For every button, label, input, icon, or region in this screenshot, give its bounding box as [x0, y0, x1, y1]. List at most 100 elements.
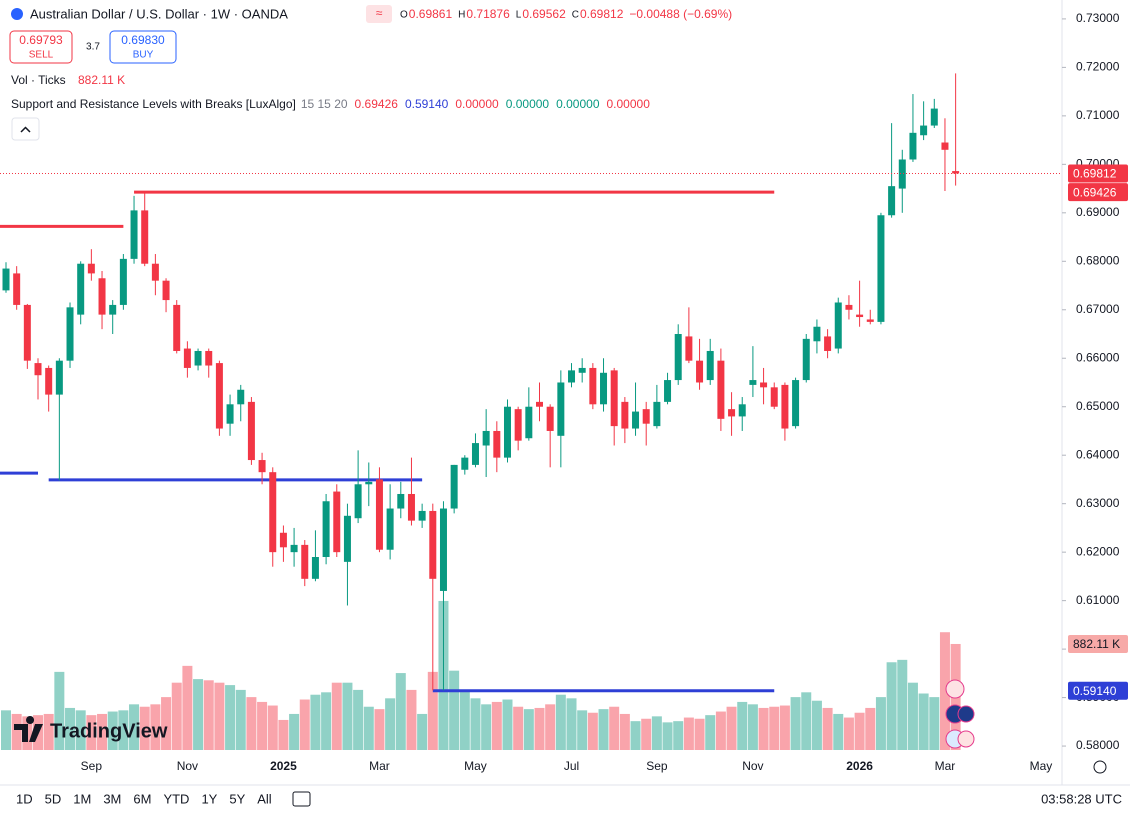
candle-body [2, 268, 10, 291]
volume-bar [630, 721, 641, 750]
volume-bar [182, 665, 193, 750]
volume-bar [321, 692, 332, 750]
buy-button[interactable] [109, 30, 177, 64]
candle-body [653, 401, 661, 427]
x-tick-label: May [1030, 759, 1053, 773]
range-button[interactable]: 6M [133, 791, 151, 806]
candle-body [536, 401, 543, 407]
volume-bar [43, 713, 54, 750]
volume-bar [726, 706, 737, 750]
volume-bar [310, 694, 321, 750]
volume-bar [822, 707, 833, 750]
volume-bar [683, 717, 694, 750]
volume-bar [865, 707, 876, 750]
x-tick-label: Jul [564, 759, 579, 773]
sell-label: SELL [29, 50, 54, 61]
flag-icon[interactable] [957, 705, 975, 723]
range-button[interactable]: 5Y [229, 791, 245, 806]
volume-bar [534, 707, 545, 750]
candle-body [706, 350, 714, 381]
price-tag-label: 0.59140 [1073, 684, 1117, 698]
symbol-title[interactable]: Australian Dollar / U.S. Dollar · 1W · O… [30, 6, 288, 21]
candle-body [418, 510, 426, 521]
candle-body [343, 515, 351, 562]
range-button[interactable]: 1M [73, 791, 91, 806]
range-button[interactable]: 1D [16, 791, 33, 806]
volume-bar [481, 704, 492, 750]
date-range-icon[interactable] [292, 791, 311, 807]
candle-body [13, 273, 21, 305]
bottom-toolbar: 1D 5D 1M 3M 6M YTD 1Y 5Y All [16, 791, 272, 806]
sell-button[interactable] [9, 30, 73, 64]
candle-body [290, 544, 298, 553]
candle-body [130, 210, 138, 259]
volume-bar [150, 704, 161, 750]
axes-layer: 0.730000.720000.710000.700000.690000.680… [0, 11, 1128, 773]
range-button[interactable]: YTD [163, 791, 189, 806]
volume-bar [374, 709, 385, 750]
volume-bar [619, 713, 630, 750]
candle-body [760, 382, 768, 388]
volume-bar [918, 693, 929, 750]
candle-body [909, 132, 917, 160]
candle-body [866, 319, 874, 322]
volume-bar [769, 706, 780, 750]
candle-body [66, 307, 74, 361]
candle-body [354, 484, 362, 519]
candle-body [407, 493, 415, 521]
flag-icon[interactable] [957, 730, 975, 748]
x-tick-label: 2025 [270, 759, 297, 773]
collapse-button[interactable] [11, 117, 40, 141]
ohlc-change: −0.00488 (−0.69%) [629, 7, 732, 21]
ohlc-label: H [458, 10, 465, 21]
ohlc-label: O [400, 10, 408, 21]
price-tag-label: 0.69812 [1073, 167, 1117, 181]
volume-bar [843, 717, 854, 750]
status-badge[interactable] [366, 5, 392, 23]
volume-bar [139, 706, 150, 750]
range-button[interactable]: 1Y [201, 791, 217, 806]
candle-body [632, 411, 640, 429]
clock: 03:58:28 UTC [1041, 791, 1122, 806]
range-button[interactable]: 3M [103, 791, 121, 806]
candle-body [183, 348, 191, 368]
volume-bar [118, 710, 129, 750]
volume-bar [513, 706, 524, 750]
x-tick-label: Mar [935, 759, 956, 773]
range-button[interactable]: All [257, 791, 272, 806]
event-icon[interactable] [945, 679, 965, 699]
candle-body [941, 142, 949, 150]
volume-bar [555, 694, 566, 750]
candle-body [365, 481, 373, 485]
candle-body [98, 278, 106, 315]
volume-bar [875, 697, 886, 750]
volume-value: 882.11 K [78, 73, 125, 87]
candle-body [333, 491, 341, 553]
volume-bar [566, 698, 577, 750]
volume-bar [758, 707, 769, 750]
candle-body [728, 409, 736, 417]
candle-body [439, 508, 447, 591]
candle-body [930, 108, 938, 126]
candle-body [173, 304, 181, 351]
x-tick-label: May [464, 759, 487, 773]
price-tag [1068, 164, 1128, 183]
candle-body [578, 367, 586, 373]
ohlc-value: 0.71876 [466, 7, 510, 21]
candle-body [877, 215, 885, 322]
candle-body [461, 457, 469, 470]
volume-bar [161, 697, 172, 750]
candle-body [269, 472, 277, 553]
settings-icon[interactable] [1093, 760, 1107, 774]
range-button[interactable]: 5D [45, 791, 62, 806]
x-tick-label: Sep [646, 759, 668, 773]
volume-bar [97, 713, 108, 750]
candle-body [674, 334, 682, 381]
candle-body [205, 350, 213, 366]
indicator-output: 0.00000 [607, 97, 651, 111]
volume-bar [267, 705, 278, 750]
candle-body [792, 380, 800, 427]
x-tick-label: 2026 [846, 759, 873, 773]
